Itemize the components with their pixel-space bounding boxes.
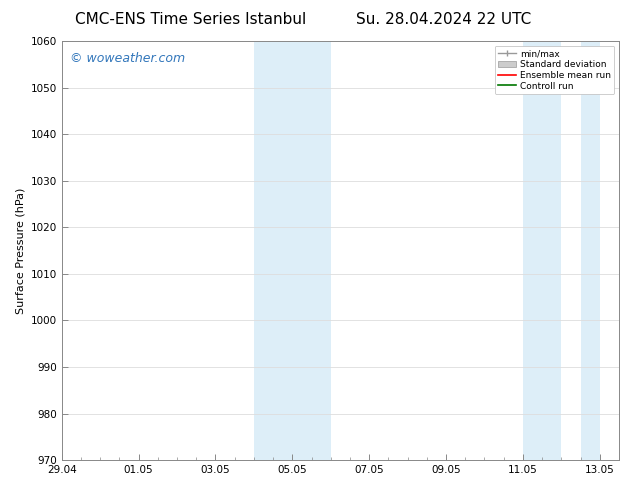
Bar — [523, 41, 561, 460]
Text: Su. 28.04.2024 22 UTC: Su. 28.04.2024 22 UTC — [356, 12, 531, 27]
Text: © woweather.com: © woweather.com — [70, 51, 185, 65]
Bar — [581, 41, 600, 460]
Bar — [254, 41, 331, 460]
Text: CMC-ENS Time Series Istanbul: CMC-ENS Time Series Istanbul — [75, 12, 306, 27]
Y-axis label: Surface Pressure (hPa): Surface Pressure (hPa) — [15, 187, 25, 314]
Legend: min/max, Standard deviation, Ensemble mean run, Controll run: min/max, Standard deviation, Ensemble me… — [495, 46, 614, 94]
